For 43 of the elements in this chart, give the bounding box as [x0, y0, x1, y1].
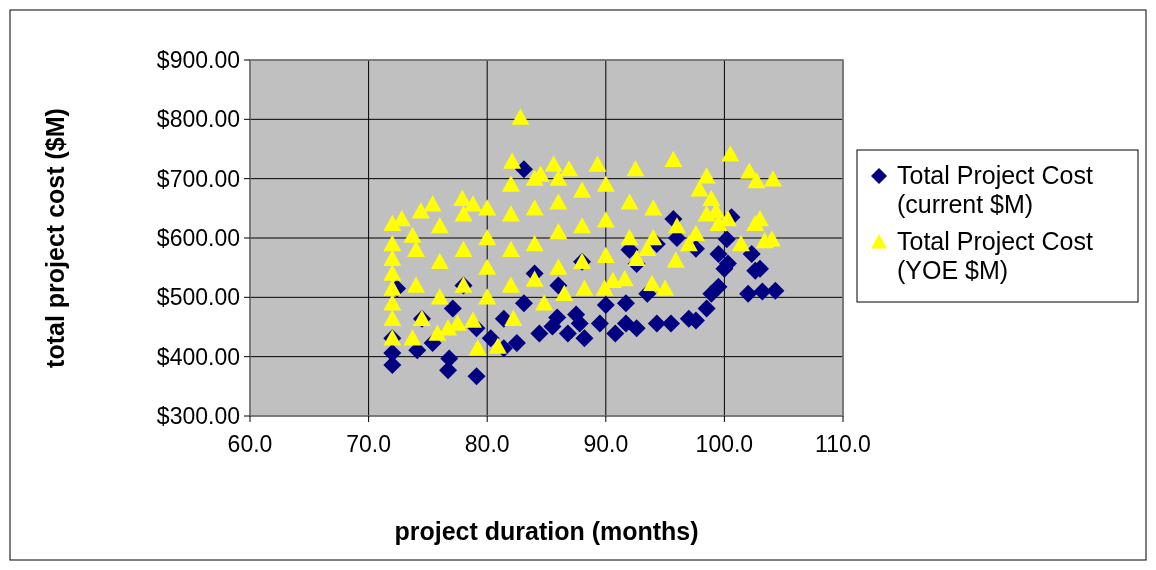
point	[443, 299, 462, 318]
y-tick-label: $300.00	[156, 403, 240, 429]
x-tick-label: 90.0	[583, 431, 629, 457]
point	[742, 245, 761, 264]
point	[548, 308, 567, 327]
y-tick-label: $700.00	[156, 165, 240, 192]
point	[647, 314, 666, 333]
y-tick-label: $400.00	[156, 343, 240, 370]
x-tick-label: 100.0	[695, 431, 754, 457]
point	[753, 282, 772, 301]
y-axis-title: total project cost ($M)	[41, 108, 69, 368]
point	[558, 324, 577, 343]
point	[549, 276, 568, 295]
point	[514, 160, 533, 179]
y-tick-label: $500.00	[156, 284, 240, 311]
x-tick-label: 70.0	[346, 431, 391, 457]
point	[697, 299, 716, 318]
point	[590, 314, 609, 333]
x-tick-label: 60.0	[227, 431, 273, 457]
point	[507, 334, 526, 353]
legend-label: Total Project Cost (current $M)	[897, 161, 1093, 218]
point	[616, 294, 635, 313]
point	[717, 230, 736, 249]
point	[709, 277, 728, 296]
point	[606, 324, 625, 343]
y-tick-label: $900.00	[156, 47, 240, 73]
y-tick-label: $800.00	[156, 106, 240, 133]
point	[575, 329, 594, 348]
x-axis-title: project duration (months)	[394, 517, 699, 545]
point	[739, 284, 758, 303]
point	[596, 296, 615, 315]
point	[627, 319, 646, 338]
x-tick-label: 80.0	[464, 431, 510, 457]
x-tick-label: 110.0	[815, 431, 871, 457]
point	[481, 329, 500, 348]
point	[467, 367, 486, 386]
point	[530, 324, 549, 343]
point	[766, 281, 785, 300]
point	[514, 294, 533, 313]
legend-label: Total Project Cost (YOE $M)	[897, 227, 1093, 284]
point	[662, 314, 681, 333]
y-tick-label: $600.00	[156, 225, 240, 251]
point	[709, 245, 728, 264]
